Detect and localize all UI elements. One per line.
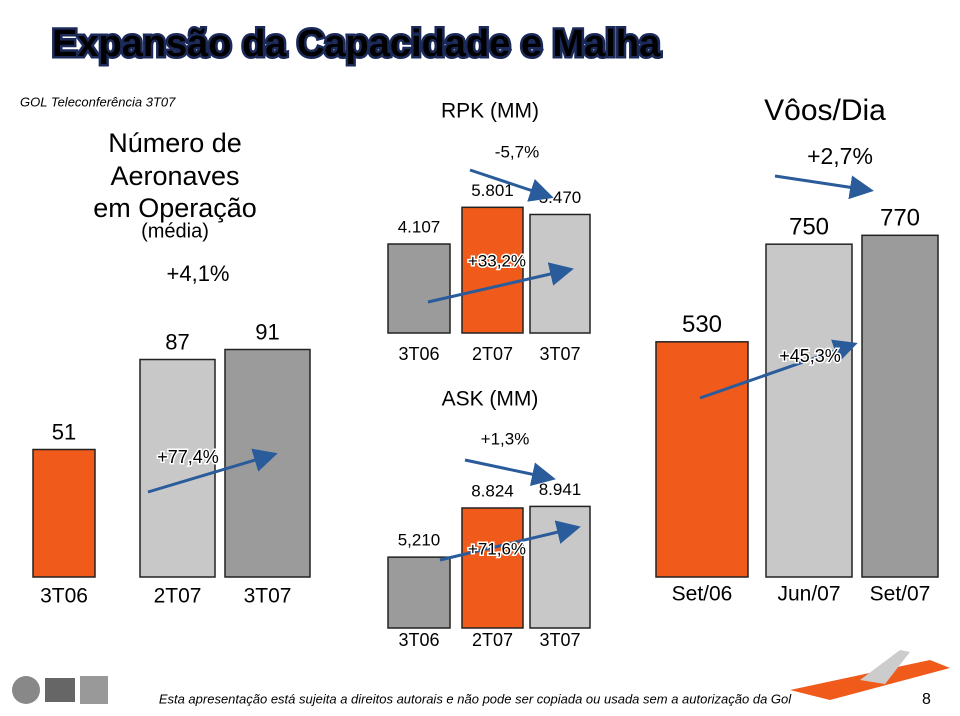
logos [12,650,950,704]
value-label: 770 [880,205,920,232]
category-label: 3T07 [539,630,580,650]
chart-title: Aeronaves [110,161,239,191]
growth-arrow [699,339,858,400]
slide-title: Expansão da Capacidade e Malha [52,23,661,65]
category-label: 3T06 [398,630,439,650]
category-label: Jun/07 [777,583,840,606]
bar [861,234,939,578]
category-label: 2T07 [154,585,202,608]
chart-subtitle: (média) [141,220,209,242]
growth-arrow [439,520,581,562]
value-label: 5.801 [471,181,514,200]
disclaimer: Esta apresentação está sujeita a direito… [159,691,792,706]
value-label: 5,210 [398,531,441,550]
growth-arrow [464,458,556,487]
slide-subtitle: GOL Teleconferência 3T07 [20,94,176,109]
annotation: +4,1% [167,261,230,286]
bar [765,243,853,578]
category-label: 3T06 [398,344,439,364]
page-number: 8 [922,691,931,708]
category-label: 3T07 [244,585,292,608]
annotation: -5,7% [495,142,539,161]
bar [139,358,216,578]
bar [529,505,591,629]
growth-arrow [147,448,278,494]
chart-title: Número de [108,128,242,158]
annotation: +2,7% [807,143,873,169]
bar [655,341,749,578]
bar [32,448,96,578]
value-label: 4.107 [398,217,441,236]
value-label: 530 [682,311,722,338]
chart-title: RPK (MM) [441,100,539,123]
value-label: 87 [165,329,189,354]
category-label: 2T07 [472,630,513,650]
bar [387,243,451,334]
bar [461,206,524,334]
chart-title: ASK (MM) [442,388,539,411]
value-label: 51 [52,419,76,444]
chart-title: Vôos/Dia [764,94,886,127]
value-label: 8.824 [471,481,514,500]
annotation: +33,2% [468,251,526,270]
value-label: 750 [789,214,829,241]
bar [387,556,451,629]
category-label: Set/06 [672,583,733,606]
category-label: Set/07 [870,583,931,606]
value-label: 91 [255,319,279,344]
annotation: +77,4% [157,447,219,467]
annotation: +1,3% [481,429,530,448]
value-label: 8.941 [539,480,582,499]
growth-arrow [774,174,874,200]
category-label: 3T07 [539,344,580,364]
category-label: 3T06 [40,585,88,608]
bar [461,507,524,629]
value-label: 5.470 [539,188,582,207]
annotation: +71,6% [468,539,526,558]
category-label: 2T07 [472,344,513,364]
annotation: +45,3% [779,346,841,366]
growth-arrow [427,262,574,304]
growth-arrow [469,168,554,202]
chart-title: em Operação [93,193,257,223]
bar [529,213,591,334]
bar [224,348,311,578]
